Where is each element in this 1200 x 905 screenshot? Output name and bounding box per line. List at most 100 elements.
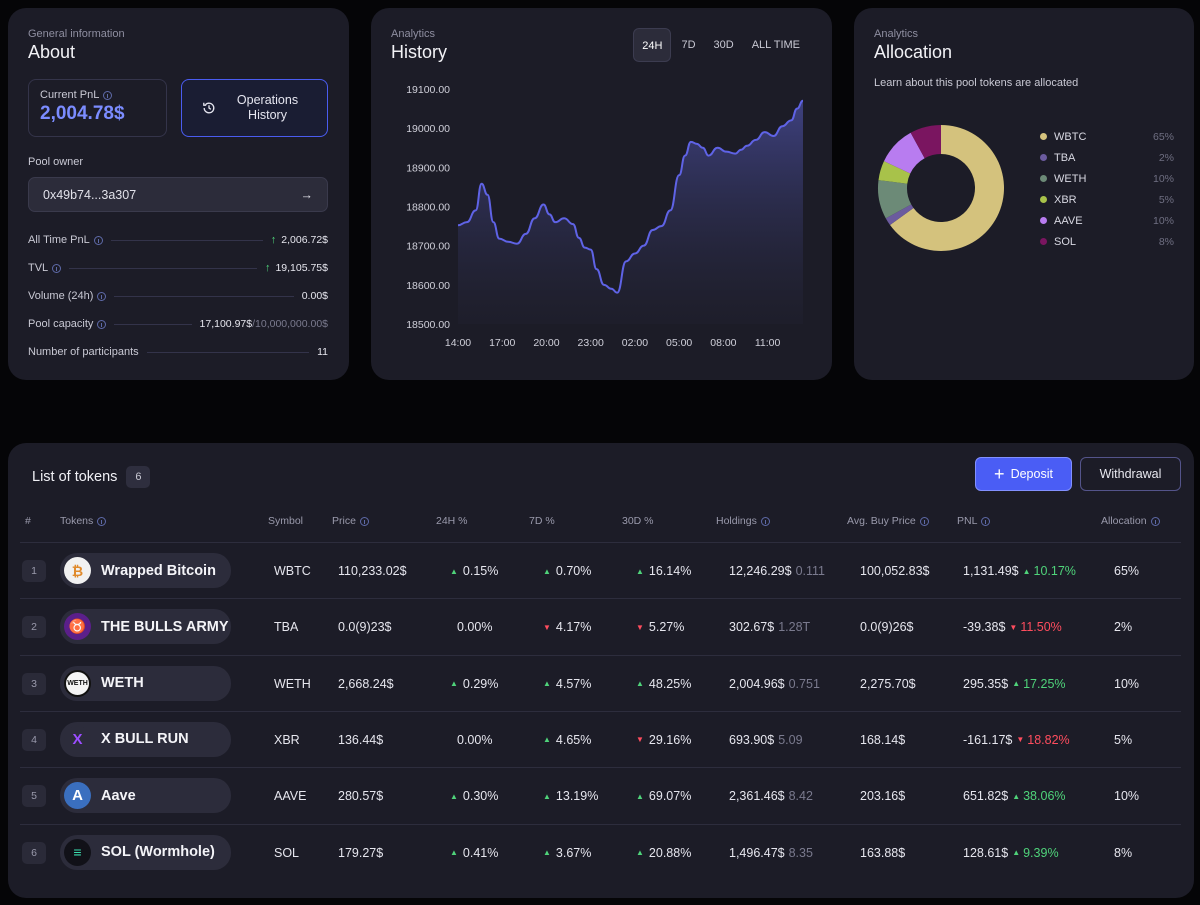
allocation-eyebrow: Analytics [874,28,919,40]
holdings-amount: 0.111 [795,564,825,578]
token-name: Wrapped Bitcoin [101,562,216,579]
token-pill[interactable]: ♉ THE BULLS ARMY [60,609,231,645]
legend-item-sol: SOL 8% [1040,231,1174,252]
cell-holdings: 2,361.46$ 8.42 [729,768,813,824]
x-tick-label: 14:00 [445,337,471,349]
token-pill[interactable]: X X BULL RUN [60,721,231,757]
x-bull-run-icon: X [64,725,91,753]
holdings-value: 693.90$ [729,732,775,747]
tab-7d[interactable]: 7D [681,39,696,51]
cell-pnl: -161.17$ ▼ 18.82% [963,712,1070,768]
pnl-percent: 18.82% [1027,732,1070,747]
donut-slice-sol[interactable] [910,125,941,159]
triangle-up-icon: ▲ [636,791,644,801]
triangle-up-icon: ▲ [636,679,644,689]
pnl-percent: 11.50% [1020,620,1062,635]
cell-d24: ▲ 0.41% [450,825,498,881]
donut-slice-wbtc[interactable] [890,125,1004,251]
info-icon[interactable] [981,516,991,526]
allocation-title: Allocation [874,42,953,62]
legend-pct: 65% [1152,130,1174,143]
deposit-button[interactable]: + Deposit [975,457,1072,491]
cell-pnl: 651.82$ ▲ 38.06% [963,768,1066,824]
info-icon[interactable] [97,291,107,301]
stat-divider [114,295,294,297]
holdings-amount: 5.09 [778,732,803,747]
legend-dot [1040,175,1047,182]
token-pill[interactable]: ≡ SOL (Wormhole) [60,834,231,870]
cell-avg-buy-price: 168.14$ [860,732,906,747]
triangle-up-icon: ▲ [450,791,458,801]
table-row[interactable]: 2 ♉ THE BULLS ARMY TBA 0.0(9)23$ 0.00% ▼ 4.17% ▼… [20,598,1181,654]
table-row[interactable]: 3 WETH WETH WETH 2,668.24$ ▲ 0.29% ▲ 4.57% ▲ 48.25… [20,654,1181,711]
info-icon[interactable] [760,516,770,526]
y-tick-label: 19100.00 [406,84,450,96]
cell-price: 136.44$ [338,732,384,747]
token-pill[interactable]: A Aave [60,778,231,814]
triangle-down-icon: ▼ [1009,622,1018,632]
token-pill[interactable]: WETH WETH [60,665,231,701]
header-7d: 7D % [529,515,555,527]
tab-30d[interactable]: 30D [713,39,734,51]
cell-d7-value: 3.67% [555,845,592,860]
legend-item-xbr: XBR 5% [1040,189,1174,210]
info-icon[interactable] [97,516,107,526]
current-pnl-box: Current PnL 2,004.78$ [28,79,167,137]
info-icon[interactable] [1150,516,1160,526]
tab-all-time[interactable]: ALL TIME [751,39,800,51]
cell-symbol: WETH [274,676,311,691]
legend-item-tba: TBA 2% [1040,147,1174,168]
triangle-up-icon: ▲ [543,566,551,576]
table-row[interactable]: 1 ₿ Wrapped Bitcoin WBTC 110,233.02$ ▲ 0.15% ▲ 0… [20,542,1181,598]
pnl-value: 295.35$ [963,676,1009,691]
stat-divider [146,351,310,353]
triangle-down-icon: ▼ [1016,735,1025,745]
withdrawal-button[interactable]: Withdrawal [1080,457,1181,491]
header-avg-label: Avg. Buy Price [847,515,916,527]
info-icon[interactable] [52,263,62,273]
about-card: General information About Current PnL 2,… [8,8,349,380]
info-icon[interactable] [97,319,107,329]
donut-slice-weth[interactable] [878,180,912,219]
info-icon[interactable] [103,90,113,100]
cell-d24-value: 0.15% [462,564,499,578]
token-pill[interactable]: ₿ Wrapped Bitcoin [60,553,231,588]
cell-price: 2,668.24$ [338,676,394,691]
current-pnl-value: 2,004.78$ [40,103,125,124]
history-card: 19100.00 19000.00 18900.00 18800.00 18700.00… [371,8,832,380]
cell-d30: ▲ 20.88% [636,825,691,881]
donut-slice-xbr[interactable] [878,161,911,184]
triangle-up-icon: ▲ [636,848,644,857]
table-row[interactable]: 5 A Aave AAVE 280.57$ ▲ 0.30% ▲ 13.19% ▲ 69.07% 2,3… [20,767,1181,823]
legend-name: WETH [1054,172,1087,185]
period-tabs: 24H 7D 30D ALL TIME [633,28,808,62]
stat-value: 2,006.72$ [281,234,328,246]
cell-allocation: 8% [1114,845,1133,860]
cell-pnl: 1,131.49$ ▲ 10.17% [963,543,1076,599]
allocation-legend: WBTC 65% TBA 2% WETH 10% XBR 5% AAVE 10% SOL 8% [1040,126,1174,252]
cell-symbol: XBR [274,732,300,747]
stat-row: TVL ↑ 19,105.75$ [28,262,328,274]
info-icon[interactable] [359,516,369,526]
tab-24h[interactable]: 24H [633,28,672,62]
info-icon[interactable] [919,516,929,526]
pool-owner-label: Pool owner [28,156,84,168]
donut-slice-tba[interactable] [885,204,914,226]
header-allocation: Allocation [1101,515,1160,527]
header-price: Price [332,515,369,527]
header-pnl: PNL [957,515,991,527]
table-row[interactable]: 6 ≡ SOL (Wormhole) SOL 179.27$ ▲ 0.41% ▲ 3.67% ▲ 2… [20,823,1181,881]
holdings-value: 12,246.29$ [729,564,792,578]
arrow-up-icon: ↑ [264,262,271,274]
header-tokens-label: Tokens [60,515,94,527]
info-icon[interactable] [93,235,103,245]
pool-owner-field[interactable]: 0x49b74...3a307 → [28,177,328,212]
operations-history-button[interactable]: Operations History [181,79,328,137]
tokens-count-badge: 6 [126,466,151,488]
pnl-percent: 17.25% [1023,676,1066,691]
donut-slice-aave[interactable] [883,132,925,174]
cell-avg-buy-price: 2,275.70$ [860,676,916,691]
stat-value: 19,105.75$ [275,262,328,274]
cell-d24-value: 0.41% [462,845,499,860]
